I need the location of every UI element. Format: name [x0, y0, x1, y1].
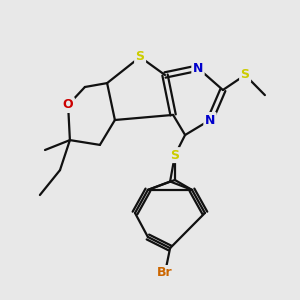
Text: S: S [170, 148, 179, 162]
Text: S: S [241, 68, 250, 82]
Text: N: N [205, 113, 215, 127]
Text: N: N [193, 61, 203, 75]
Text: O: O [63, 98, 74, 112]
Text: S: S [136, 50, 145, 64]
Text: Br: Br [157, 266, 173, 280]
